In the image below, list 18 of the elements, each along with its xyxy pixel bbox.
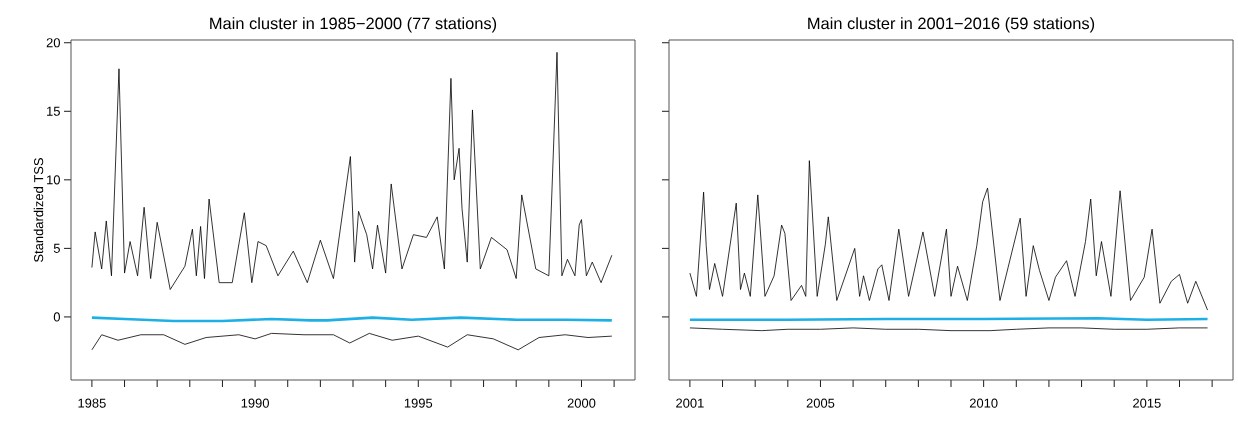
x-tick-label: 1990 (241, 398, 269, 408)
line-series (91, 332, 613, 351)
x-tick-label: 1995 (404, 398, 433, 408)
x-tick-label: 2005 (806, 398, 835, 408)
x-tick-label: 2000 (567, 398, 596, 408)
y-tick-label: 20 (46, 38, 60, 48)
x-tick-label: 2010 (969, 398, 998, 408)
chart-title: Main cluster in 1985−2000 (77 stations) (210, 17, 497, 33)
line-series (91, 51, 613, 290)
chart-title: Main cluster in 2001−2016 (59 stations) (808, 17, 1095, 33)
y-tick-label: 10 (47, 175, 60, 185)
x-tick-label: 1985 (78, 398, 106, 408)
y-tick-label: 0 (53, 312, 60, 322)
y-axis-title: Standardized TSS (33, 158, 44, 262)
x-tick-label: 2001 (676, 398, 704, 408)
y-tick-label: 15 (47, 106, 60, 116)
y-tick-label: 5 (53, 243, 60, 253)
x-tick-label: 2015 (1133, 398, 1161, 408)
